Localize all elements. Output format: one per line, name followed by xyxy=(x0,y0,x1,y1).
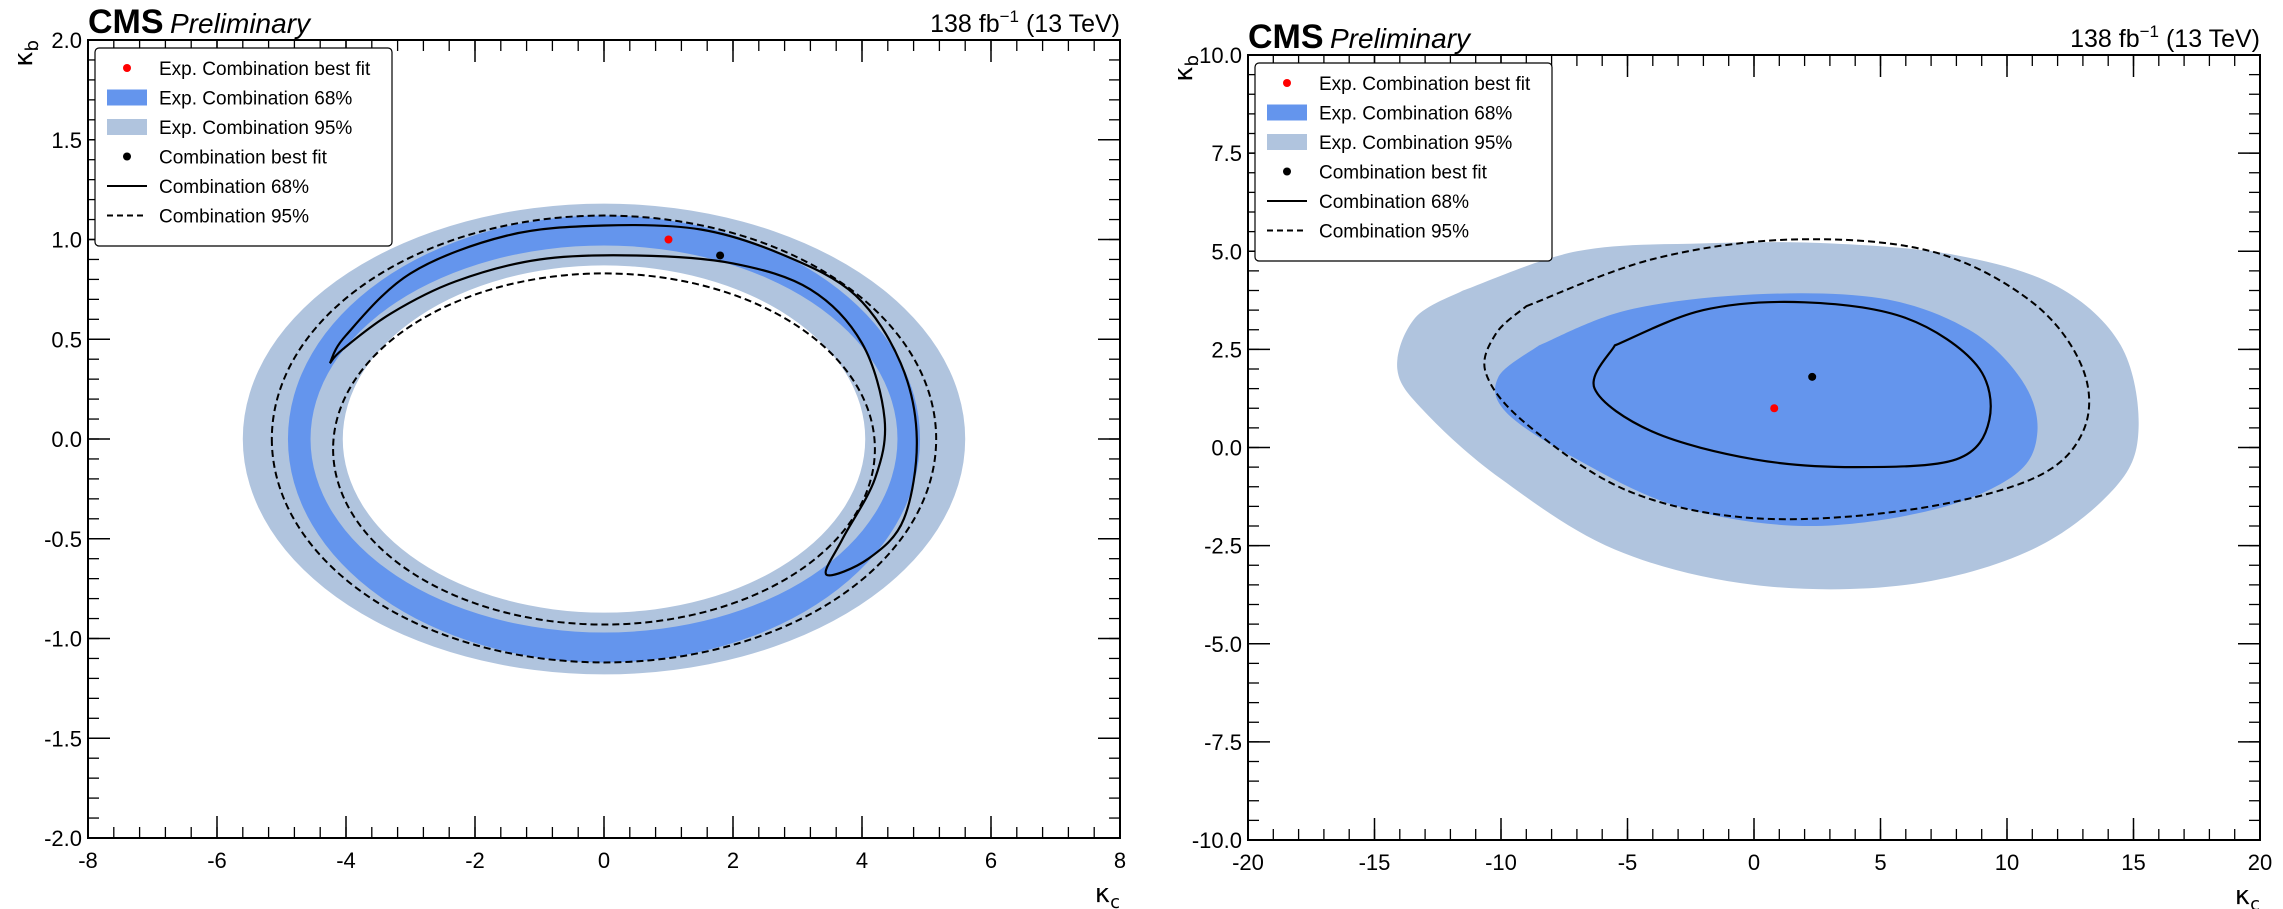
lumi-superscript: −1 xyxy=(2140,22,2159,41)
x-tick-label: 5 xyxy=(1874,850,1886,875)
x-tick-label: -8 xyxy=(78,848,98,873)
legend-label: Combination 95% xyxy=(159,207,309,228)
exp-68-band xyxy=(287,215,921,663)
y-tick-label: -1.0 xyxy=(44,627,82,652)
legend-swatch-exp-95 xyxy=(1267,134,1307,150)
x-tick-label: -2 xyxy=(465,848,485,873)
y-axis-symbol: κ xyxy=(9,51,39,66)
x-axis-label: κc xyxy=(1095,879,1120,909)
y-axis-subscript: b xyxy=(22,40,43,51)
legend-swatch-exp-95 xyxy=(107,119,147,135)
lumi-value: 138 fb xyxy=(2070,25,2140,53)
y-tick-label: 1.5 xyxy=(51,128,82,153)
y-axis-label: κb xyxy=(9,40,43,67)
y-tick-label: 5.0 xyxy=(1211,239,1242,264)
x-tick-label: 6 xyxy=(985,848,997,873)
x-axis-symbol: κ xyxy=(2235,881,2250,909)
x-tick-label: 4 xyxy=(856,848,868,873)
y-tick-label: -2.0 xyxy=(44,826,82,851)
cms-label: CMS xyxy=(88,3,164,41)
legend-label: Combination 68% xyxy=(159,177,309,198)
y-tick-label: 10.0 xyxy=(1199,43,1242,68)
x-tick-label: 0 xyxy=(598,848,610,873)
legend-box xyxy=(94,47,393,247)
x-tick-label: 10 xyxy=(1995,850,2019,875)
legend-label: Combination 68% xyxy=(1319,192,1469,213)
lumi-label: 138 fb−1 (13 TeV) xyxy=(930,7,1120,38)
y-tick-label: -7.5 xyxy=(1204,730,1242,755)
obs-best-fit-point xyxy=(716,251,725,260)
preliminary-label: Preliminary xyxy=(170,8,312,39)
legend-swatch-exp-best-fit xyxy=(123,64,131,72)
legend-swatch-exp-best-fit xyxy=(1283,79,1291,87)
y-tick-label: 0.5 xyxy=(51,327,82,352)
y-tick-label: 2.5 xyxy=(1211,337,1242,362)
x-tick-label: 8 xyxy=(1114,848,1126,873)
x-tick-label: 20 xyxy=(2248,850,2272,875)
legend-swatch-exp-68 xyxy=(107,89,147,106)
lumi-energy: (13 TeV) xyxy=(1019,10,1120,38)
legend-label: Exp. Combination best fit xyxy=(159,59,371,80)
legend-label: Combination best fit xyxy=(159,148,328,169)
legend-swatch-obs-best-fit xyxy=(1283,167,1291,176)
y-tick-label: -2.5 xyxy=(1204,534,1242,559)
x-tick-label: -4 xyxy=(336,848,356,873)
x-tick-label: -20 xyxy=(1232,850,1264,875)
cms-label: CMS xyxy=(1248,18,1324,56)
plot-area xyxy=(1397,238,2139,590)
x-tick-label: -15 xyxy=(1359,850,1391,875)
legend-swatch-obs-best-fit xyxy=(123,152,131,161)
x-tick-label: -10 xyxy=(1485,850,1517,875)
x-tick-label: 15 xyxy=(2121,850,2145,875)
lumi-value: 138 fb xyxy=(930,10,1000,38)
preliminary-label: Preliminary xyxy=(1330,23,1472,54)
exp-best-fit-point xyxy=(1770,404,1779,413)
left-panel: -8 -6 -4 -2 0 2 4 6 8 -2.0 -1.5 -1.0 -0.5 0.0 0.5 1.0 1.… xyxy=(9,3,1126,909)
x-tick-label: 0 xyxy=(1748,850,1760,875)
y-axis-label: κb xyxy=(1169,55,1203,82)
x-tick-label: -6 xyxy=(207,848,227,873)
x-axis-subscript: c xyxy=(2250,894,2260,909)
x-axis-label: κc xyxy=(2235,881,2260,909)
obs-best-fit-point xyxy=(1808,372,1817,381)
legend-label: Exp. Combination 95% xyxy=(1319,133,1512,154)
x-tick-label: -5 xyxy=(1618,850,1638,875)
legend-label: Combination 95% xyxy=(1319,222,1469,243)
legend-label: Exp. Combination 68% xyxy=(159,89,352,110)
y-tick-label: -5.0 xyxy=(1204,632,1242,657)
plot-area xyxy=(242,203,966,675)
exp-68-band xyxy=(1495,293,2038,527)
y-axis-symbol: κ xyxy=(1169,66,1199,81)
obs-95-inner-contour xyxy=(332,272,876,626)
legend-label: Exp. Combination best fit xyxy=(1319,74,1531,95)
y-tick-label: 2.0 xyxy=(51,28,82,53)
x-axis-subscript: c xyxy=(1110,892,1120,909)
right-panel: -20 -15 -10 -5 0 5 10 15 20 -10.0 -7.5 -5.0 -2.5 0.0 2… xyxy=(1169,18,2272,909)
y-tick-label: -10.0 xyxy=(1192,828,1242,853)
legend-swatch-exp-68 xyxy=(1267,104,1307,121)
y-tick-label: 0.0 xyxy=(51,427,82,452)
obs-95-contour xyxy=(1483,238,2091,521)
y-tick-label: 0.0 xyxy=(1211,436,1242,461)
lumi-energy: (13 TeV) xyxy=(2159,25,2260,53)
y-tick-label: 1.0 xyxy=(51,228,82,253)
y-tick-label: -0.5 xyxy=(44,527,82,552)
lumi-superscript: −1 xyxy=(1000,7,1019,26)
lumi-label: 138 fb−1 (13 TeV) xyxy=(2070,22,2260,53)
legend-label: Exp. Combination 95% xyxy=(159,118,352,139)
exp-best-fit-point xyxy=(664,235,673,244)
obs-68-contour xyxy=(328,223,918,577)
exp-95-band xyxy=(242,203,966,675)
y-axis-subscript: b xyxy=(1182,55,1203,66)
y-tick-label: 7.5 xyxy=(1211,141,1242,166)
x-tick-label: 2 xyxy=(727,848,739,873)
legend-label: Exp. Combination 68% xyxy=(1319,104,1512,125)
obs-68-contour xyxy=(1592,300,1992,469)
y-tick-label: -1.5 xyxy=(44,726,82,751)
legend-label: Combination best fit xyxy=(1319,163,1488,184)
legend-box xyxy=(1254,62,1553,262)
x-axis-symbol: κ xyxy=(1095,879,1110,909)
obs-95-outer-contour xyxy=(270,214,938,664)
